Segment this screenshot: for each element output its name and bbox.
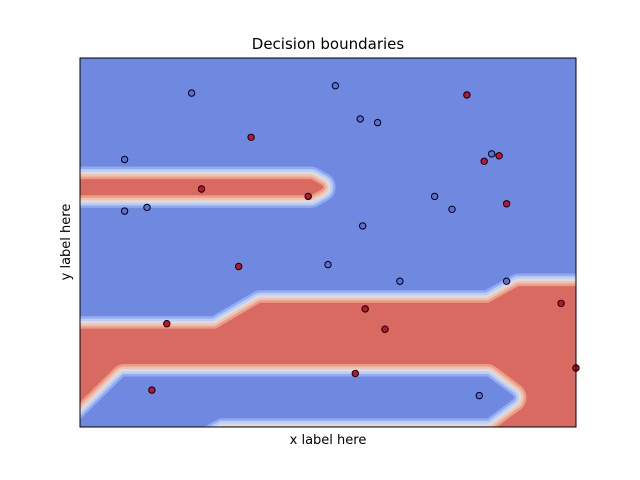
data-point-class-0	[120, 155, 129, 164]
data-point-class-0	[475, 391, 483, 400]
plot-frame	[79, 57, 577, 428]
decision-region-fill	[80, 379, 512, 427]
data-point-class-0	[373, 118, 382, 127]
chart-title: Decision boundaries	[252, 35, 405, 53]
scatter-points	[120, 82, 580, 400]
data-point-class-0	[187, 89, 196, 97]
data-point-class-1	[480, 157, 488, 166]
data-point-class-1	[557, 299, 565, 308]
data-point-class-1	[197, 185, 206, 193]
data-point-class-1	[502, 200, 511, 208]
data-point-class-0	[430, 192, 439, 201]
plot-area	[79, 57, 580, 428]
data-point-class-0	[396, 277, 404, 285]
y-axis-label: y label here	[59, 204, 74, 281]
data-point-class-1	[351, 369, 359, 378]
data-point-class-0	[143, 203, 151, 212]
data-point-class-1	[304, 192, 312, 201]
decision-regions	[80, 166, 576, 427]
decision-region-3	[80, 364, 527, 427]
data-point-class-0	[120, 207, 129, 215]
data-point-class-1	[235, 262, 243, 271]
data-point-class-0	[356, 115, 364, 123]
data-point-class-0	[502, 277, 511, 285]
decision-region-1	[80, 166, 336, 208]
data-point-class-0	[331, 82, 340, 90]
x-axis-label: x label here	[290, 433, 367, 448]
data-point-class-1	[463, 91, 471, 99]
data-point-class-0	[324, 260, 332, 269]
data-point-class-1	[381, 325, 389, 333]
data-point-class-0	[448, 205, 456, 214]
data-point-class-1	[495, 152, 503, 160]
data-point-class-0	[359, 222, 367, 230]
data-point-class-1	[247, 133, 255, 142]
data-point-class-1	[163, 320, 171, 328]
data-point-class-0	[488, 150, 496, 158]
data-point-class-1	[361, 305, 369, 313]
data-point-class-1	[148, 386, 156, 394]
